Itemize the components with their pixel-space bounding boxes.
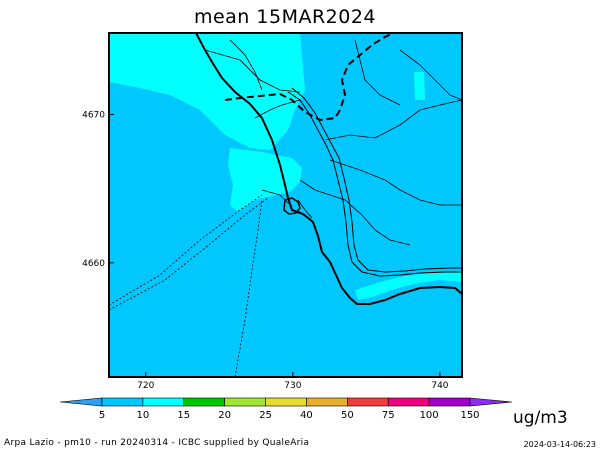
ship-track-3	[234, 199, 263, 377]
road-1	[204, 49, 301, 93]
rome-ring	[283, 197, 301, 215]
concentration-field	[109, 33, 462, 377]
colorbar-segment	[469, 397, 513, 407]
road-5	[254, 99, 301, 119]
colorbar-label: 5	[99, 410, 105, 421]
x-tick-label: 730	[284, 381, 301, 391]
field-low-region-north	[109, 33, 305, 150]
river-channel	[291, 87, 462, 273]
colorbar-label: 20	[218, 410, 231, 421]
footer-timestamp: 2024-03-14-06:23	[523, 440, 596, 449]
x-axis: 720 730 740	[137, 372, 449, 391]
colorbar-segment	[428, 397, 471, 407]
road-10	[261, 189, 291, 206]
map-title: mean 15MAR2024	[193, 6, 377, 28]
road-3	[299, 179, 411, 246]
colorbar-label: 10	[137, 410, 150, 421]
ship-track-1	[109, 194, 263, 306]
colorbar-segment	[142, 397, 185, 407]
colorbar-label: 15	[177, 410, 190, 421]
plot-frame	[108, 32, 463, 378]
road-9	[297, 199, 313, 219]
colorbar-segment	[265, 397, 307, 407]
road-6	[399, 49, 462, 101]
coastline-and-rivers	[109, 33, 462, 377]
field-low-region-coast	[355, 271, 462, 300]
x-tick-label: 720	[137, 381, 154, 391]
road-8	[354, 39, 401, 106]
colorbar: 5 10 15 20 25 40 50 75 100 150	[59, 397, 513, 421]
footer-credits: Arpa Lazio - pm10 - run 20240314 - ICBC …	[4, 438, 310, 448]
ship-track-2	[109, 197, 269, 311]
road-2	[329, 159, 462, 206]
colorbar-segment	[183, 397, 225, 407]
admin-border	[224, 33, 394, 122]
colorbar-label: 75	[382, 410, 395, 421]
y-axis: 4670 4660	[82, 111, 114, 269]
colorbar-label: 150	[460, 410, 479, 421]
y-tick-label: 4660	[82, 259, 105, 269]
field-low-region-center	[228, 148, 302, 212]
colorbar-segment	[101, 397, 144, 407]
y-tick-label: 4670	[82, 111, 105, 121]
colorbar-segment	[306, 397, 348, 407]
tiber-river	[287, 91, 462, 277]
colorbar-label: 40	[300, 410, 313, 421]
road-7	[229, 39, 263, 91]
x-tick-label: 740	[431, 381, 448, 391]
road-4	[324, 99, 462, 141]
colorbar-label: 100	[420, 410, 439, 421]
colorbar-segment	[59, 397, 103, 407]
colorbar-segment	[387, 397, 430, 407]
field-low-region-east	[414, 72, 425, 100]
colorbar-segment	[347, 397, 389, 407]
colorbar-label: 25	[259, 410, 272, 421]
colorbar-units: ug/m3	[513, 408, 568, 428]
colorbar-segment	[224, 397, 266, 407]
colorbar-label: 50	[341, 410, 354, 421]
